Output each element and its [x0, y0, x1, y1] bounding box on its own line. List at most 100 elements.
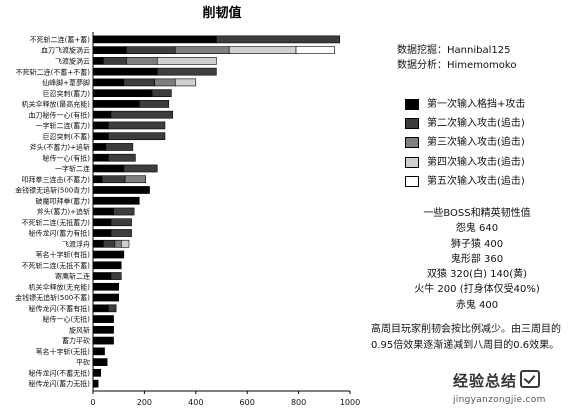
- bar-segment: [123, 164, 158, 173]
- boss-toughness-line: 狮子猿 400: [450, 238, 504, 250]
- boss-toughness-line: 鬼形部 360: [450, 253, 504, 265]
- legend-swatch-5: [405, 175, 419, 187]
- y-tick-label: 旋风斩: [69, 325, 90, 334]
- bar-segment: [138, 100, 170, 108]
- y-tick-label: 秘传龙闪(蓄力无抵): [29, 379, 91, 388]
- boss-toughness-line: 赤鬼 400: [455, 299, 499, 311]
- bar-segment: [105, 143, 134, 151]
- y-tick-label: 叩拜拳三连击(不蓄力): [22, 175, 91, 184]
- bar-segment: [92, 261, 122, 270]
- y-tick-label: 秘传龙闪(不蓄无抵): [29, 368, 91, 377]
- y-tick-label: 血刀飞渡旋涡云: [41, 46, 90, 55]
- credit-data-mining: 数据挖掘：Hannibal125: [397, 45, 511, 56]
- bar-segment: [102, 57, 127, 65]
- y-tick-label: 不死斩二连(蓄+蓄): [30, 35, 91, 44]
- y-tick-label: 秘传一心(无抵): [43, 315, 91, 324]
- x-tick-label: 200: [137, 398, 152, 407]
- legend-label-5: 第五次输入攻击(追击): [427, 175, 525, 187]
- legend-swatch-2: [405, 118, 419, 130]
- y-tick-label: 不死斩二连(无抵蓄力): [22, 218, 91, 227]
- bar-segment: [92, 153, 109, 162]
- y-tick-label: 平砍: [76, 358, 90, 367]
- bar-segment: [108, 132, 166, 141]
- bar-segment: [101, 175, 126, 184]
- y-tick-label: 机关伞释放(最高充能): [22, 100, 91, 109]
- legend-item-5: 第五次输入攻击(追击): [405, 172, 525, 191]
- bar-segment: [92, 78, 125, 87]
- bar-segment: [92, 57, 104, 65]
- bar-segment: [92, 196, 140, 205]
- legend-item-1: 第一次输入格挡+攻击: [405, 95, 525, 114]
- credits: 数据挖掘：Hannibal125 数据分析：Himemomoko: [397, 43, 516, 73]
- bar-segment: [92, 46, 127, 54]
- bar-segment: [156, 67, 217, 76]
- bar-segment: [156, 57, 217, 65]
- bar-segment: [92, 325, 114, 334]
- bar-segment: [92, 218, 112, 227]
- bar-segment: [102, 239, 116, 248]
- legend-swatch-4: [405, 156, 419, 168]
- bar-segment: [92, 110, 112, 119]
- y-tick-label: 苇名十字斩(无抵): [36, 347, 91, 356]
- y-tick-label: 飞渡旋涡云: [55, 56, 90, 65]
- bar-segment: [123, 78, 155, 87]
- bar-segment: [110, 229, 132, 237]
- y-tick-label: 飞渡浮舟: [62, 239, 90, 248]
- boss-toughness-panel: 一些BOSS和精英韧性值 怨鬼 640 狮子猿 400 鬼形部 360 双猿 3…: [370, 206, 584, 313]
- y-tick-label: 金钱镖无追斩(500不蓄): [15, 293, 90, 302]
- bar-segment: [110, 272, 122, 280]
- bar-segment: [92, 175, 103, 184]
- y-tick-label: 机关伞释放(无充能): [29, 282, 91, 291]
- bar-segment: [92, 250, 125, 259]
- legend-swatch-3: [405, 137, 419, 149]
- y-tick-label: 破魔叩拜拳(蓄力): [36, 196, 91, 205]
- watermark: 经验总结 jingyanzongjie.com: [453, 370, 581, 412]
- y-tick-label: 巨忍突刺(蓄力): [43, 89, 91, 98]
- y-tick-label: 不死斩二连(无抵不蓄): [22, 261, 91, 270]
- bar-segment: [114, 239, 122, 248]
- legend-item-2: 第二次输入攻击(追击): [405, 114, 525, 133]
- bar-segment: [92, 207, 114, 216]
- y-tick-label: 斧头(蓄力)+追斩: [37, 207, 90, 216]
- y-tick-label: 秘传一心(有抵): [43, 153, 91, 162]
- watermark-url: jingyanzongjie.com: [453, 395, 546, 405]
- bar-segment: [113, 207, 135, 216]
- boss-toughness-title: 一些BOSS和精英韧性值: [423, 208, 531, 219]
- bar-segment: [151, 89, 172, 98]
- bar-segment: [92, 67, 158, 76]
- credit-data-analysis: 数据分析：Himemomoko: [397, 60, 517, 71]
- bar-segment: [92, 143, 107, 151]
- bar-segment: [92, 272, 112, 280]
- bar-segment: [228, 46, 297, 54]
- bar-segment: [92, 121, 109, 130]
- legend-item-3: 第三次输入攻击(追击): [405, 133, 525, 152]
- x-tick-label: 800: [291, 398, 306, 407]
- watermark-text: 经验总结: [453, 372, 518, 390]
- y-tick-label: 寄鹰斩二连: [55, 272, 90, 281]
- bar-segment: [92, 347, 105, 356]
- bar-segment: [92, 164, 125, 173]
- bar-segment: [108, 121, 166, 130]
- ng-plus-note: 高周目玩家削韧会按比例减少。由三周目的0.95倍效果逐渐递减到八周目的0.6效果…: [371, 324, 561, 351]
- bar-segment: [92, 186, 150, 194]
- y-tick-label: 苇名十字斩(有抵): [36, 250, 91, 259]
- watermark-check-icon: [520, 370, 541, 388]
- y-tick-label: 一字斩二连: [55, 164, 90, 173]
- y-tick-label: 不死斩二连(不蓄+不蓄): [16, 67, 91, 76]
- bar-segment: [92, 304, 109, 313]
- bar-segment: [108, 153, 136, 162]
- bar-segment: [92, 89, 153, 98]
- y-tick-label: 秘传龙闪(蓄力有抵): [29, 229, 91, 238]
- bar-segment: [92, 369, 102, 377]
- y-tick-label: 一字斩二连(蓄力): [36, 121, 91, 130]
- x-tick-label: 0: [90, 398, 95, 407]
- y-tick-label: 斧头(不蓄力)+追斩: [30, 143, 90, 152]
- x-tick-label: 400: [188, 398, 203, 407]
- bar-segment: [174, 46, 230, 54]
- bar-segment: [92, 315, 114, 323]
- bar-segment: [92, 229, 112, 237]
- y-tick-label: 蓄力平砍: [62, 336, 90, 345]
- boss-toughness-line: 双猿 320(白) 140(黄): [426, 269, 528, 281]
- bar-segment: [92, 293, 120, 302]
